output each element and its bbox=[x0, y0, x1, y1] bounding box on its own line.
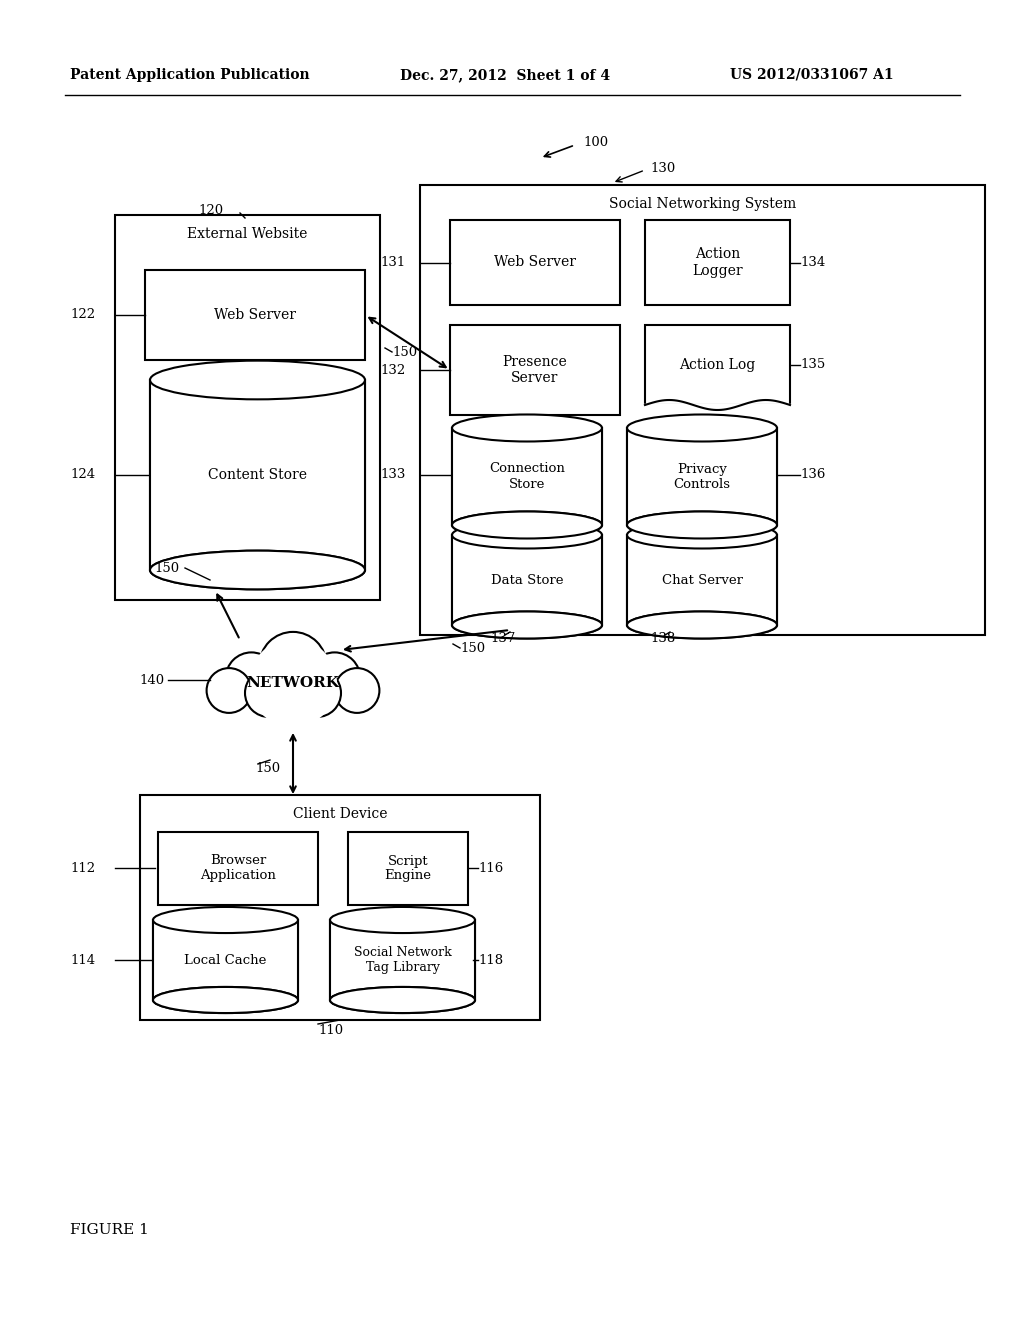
Bar bbox=[645, 220, 790, 305]
Circle shape bbox=[226, 652, 278, 704]
Circle shape bbox=[259, 632, 327, 700]
Text: 112: 112 bbox=[70, 862, 95, 874]
Text: Data Store: Data Store bbox=[490, 573, 563, 586]
Ellipse shape bbox=[452, 611, 602, 639]
Bar bbox=[452, 535, 602, 624]
Ellipse shape bbox=[627, 521, 777, 549]
Bar bbox=[450, 325, 620, 414]
Bar bbox=[153, 920, 298, 1001]
Bar bbox=[140, 795, 540, 1020]
Bar bbox=[645, 325, 790, 405]
Text: Action
Logger: Action Logger bbox=[692, 247, 742, 277]
Ellipse shape bbox=[153, 987, 298, 1012]
Text: NETWORK: NETWORK bbox=[247, 676, 340, 690]
Bar bbox=[450, 220, 620, 305]
Circle shape bbox=[245, 669, 293, 717]
Text: Connection
Store: Connection Store bbox=[489, 462, 565, 491]
Ellipse shape bbox=[627, 611, 777, 639]
Ellipse shape bbox=[627, 511, 777, 539]
Text: 132: 132 bbox=[380, 363, 406, 376]
Ellipse shape bbox=[330, 987, 475, 1012]
Bar bbox=[627, 535, 777, 624]
Ellipse shape bbox=[452, 511, 602, 539]
Text: US 2012/0331067 A1: US 2012/0331067 A1 bbox=[730, 69, 894, 82]
Bar bbox=[115, 215, 380, 601]
Bar bbox=[330, 920, 475, 1001]
Text: Web Server: Web Server bbox=[494, 256, 575, 269]
Text: Local Cache: Local Cache bbox=[184, 953, 266, 966]
Ellipse shape bbox=[153, 987, 298, 1012]
Text: 118: 118 bbox=[478, 953, 503, 966]
Text: 124: 124 bbox=[70, 469, 95, 482]
Text: Browser
Application: Browser Application bbox=[200, 854, 275, 883]
Bar bbox=[348, 832, 468, 906]
Text: 100: 100 bbox=[583, 136, 608, 149]
Text: FIGURE 1: FIGURE 1 bbox=[70, 1224, 148, 1237]
Text: 130: 130 bbox=[650, 161, 675, 174]
Text: Chat Server: Chat Server bbox=[662, 573, 742, 586]
Text: 122: 122 bbox=[70, 309, 95, 322]
Ellipse shape bbox=[452, 511, 602, 539]
Ellipse shape bbox=[452, 521, 602, 549]
Text: 137: 137 bbox=[490, 631, 515, 644]
Circle shape bbox=[207, 668, 252, 713]
Circle shape bbox=[335, 668, 380, 713]
Text: 134: 134 bbox=[800, 256, 825, 269]
Circle shape bbox=[293, 669, 341, 717]
Text: Web Server: Web Server bbox=[214, 308, 296, 322]
Ellipse shape bbox=[150, 550, 365, 589]
Text: Dec. 27, 2012  Sheet 1 of 4: Dec. 27, 2012 Sheet 1 of 4 bbox=[400, 69, 610, 82]
Ellipse shape bbox=[627, 611, 777, 639]
Text: Script
Engine: Script Engine bbox=[384, 854, 431, 883]
Text: Action Log: Action Log bbox=[679, 358, 756, 372]
Circle shape bbox=[309, 652, 360, 704]
Text: 140: 140 bbox=[140, 673, 165, 686]
Ellipse shape bbox=[452, 611, 602, 639]
Text: External Website: External Website bbox=[187, 227, 307, 242]
Bar bbox=[150, 380, 365, 570]
Bar bbox=[420, 185, 985, 635]
Text: 114: 114 bbox=[70, 953, 95, 966]
Ellipse shape bbox=[153, 907, 298, 933]
Text: Content Store: Content Store bbox=[208, 469, 307, 482]
Bar bbox=[145, 271, 365, 360]
Ellipse shape bbox=[330, 987, 475, 1012]
Text: 135: 135 bbox=[800, 359, 825, 371]
Text: Presence
Server: Presence Server bbox=[503, 355, 567, 385]
Text: 150: 150 bbox=[460, 642, 485, 655]
Ellipse shape bbox=[150, 550, 365, 589]
Circle shape bbox=[249, 639, 337, 727]
Text: 120: 120 bbox=[198, 203, 223, 216]
Text: 150: 150 bbox=[255, 762, 281, 775]
Ellipse shape bbox=[452, 414, 602, 441]
Text: 133: 133 bbox=[380, 469, 406, 482]
Bar bbox=[452, 428, 602, 525]
Ellipse shape bbox=[627, 414, 777, 441]
Text: 138: 138 bbox=[650, 631, 675, 644]
Text: 150: 150 bbox=[392, 346, 417, 359]
Text: Client Device: Client Device bbox=[293, 807, 387, 821]
Ellipse shape bbox=[150, 360, 365, 400]
Text: 150: 150 bbox=[155, 561, 180, 574]
Bar bbox=[627, 428, 777, 525]
Ellipse shape bbox=[330, 907, 475, 933]
Bar bbox=[158, 832, 318, 906]
Text: Patent Application Publication: Patent Application Publication bbox=[70, 69, 309, 82]
Text: 116: 116 bbox=[478, 862, 503, 874]
Text: Social Network
Tag Library: Social Network Tag Library bbox=[353, 946, 452, 974]
Text: Social Networking System: Social Networking System bbox=[609, 197, 796, 211]
Text: 136: 136 bbox=[800, 469, 825, 482]
Text: 131: 131 bbox=[380, 256, 406, 269]
Text: Privacy
Controls: Privacy Controls bbox=[674, 462, 730, 491]
Ellipse shape bbox=[627, 511, 777, 539]
Text: 110: 110 bbox=[318, 1023, 343, 1036]
